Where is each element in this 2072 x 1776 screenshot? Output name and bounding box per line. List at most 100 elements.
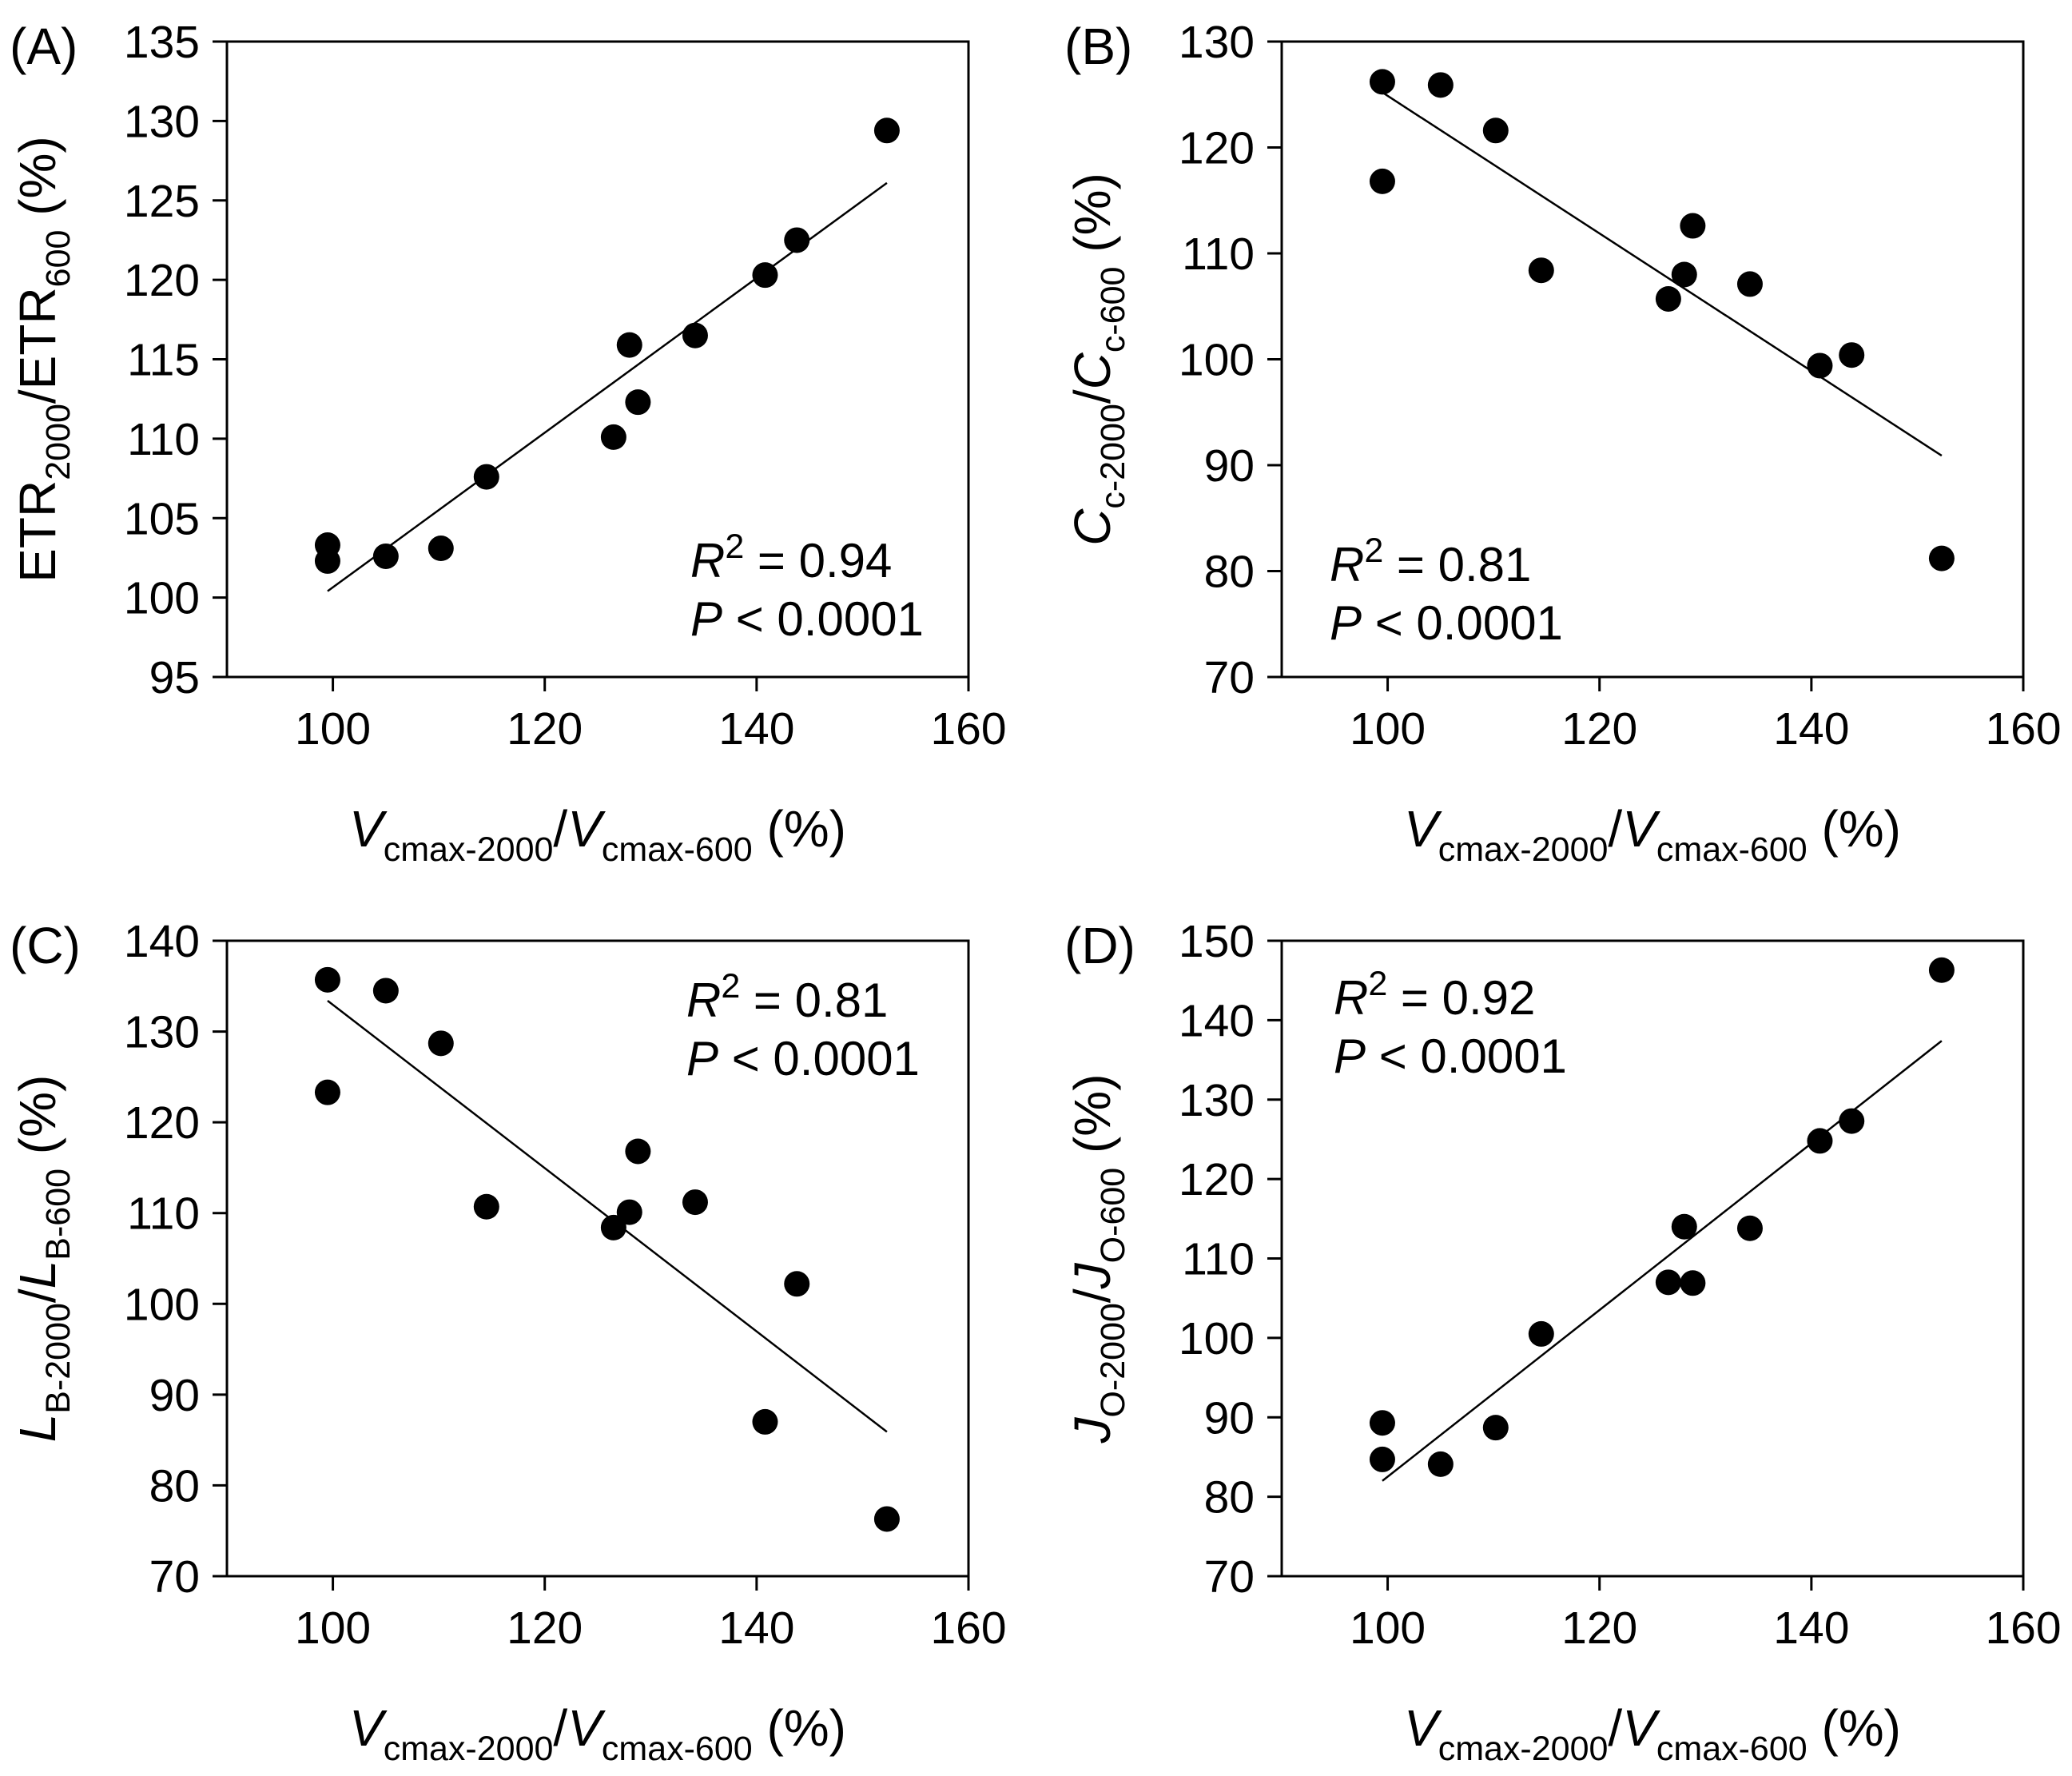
data-point (428, 1030, 454, 1057)
y-tick-label: 120 (1179, 123, 1255, 174)
data-point (752, 1408, 778, 1435)
panel-label: (D) (1064, 917, 1135, 974)
y-tick-label: 110 (127, 414, 200, 465)
panel-a: 100 120 140 160 95 100 105 110 115 120 125 130 135 (A… (9, 17, 1007, 869)
y-tick-label: 105 (124, 493, 200, 544)
data-point (314, 548, 340, 574)
data-point (682, 1189, 708, 1216)
data-point (1528, 1320, 1554, 1347)
data-point (1369, 1446, 1395, 1472)
y-tick-label: 100 (124, 573, 200, 624)
y-axis-label: ETR2000/ETR600 (%) (9, 136, 78, 583)
x-tick-label: 160 (930, 1603, 1006, 1654)
data-point (1369, 69, 1395, 95)
p-value-label: P < 0.0001 (1330, 596, 1563, 650)
data-point (1427, 1451, 1454, 1477)
x-tick-label: 120 (1561, 703, 1637, 755)
data-point (1482, 117, 1509, 144)
data-point (1928, 957, 1955, 983)
panel-label: (B) (1064, 18, 1132, 75)
regression-line (1382, 91, 1943, 457)
data-point (625, 1138, 651, 1165)
y-tick-label: 130 (1179, 1075, 1255, 1126)
y-tick-label: 80 (1204, 1472, 1255, 1523)
y-tick-label: 115 (127, 335, 200, 386)
data-point (1671, 261, 1697, 288)
data-point (784, 1271, 810, 1297)
regression-line (1382, 1040, 1943, 1482)
data-point (1807, 352, 1833, 379)
y-axis-label: JO-2000/JO-600 (%) (1064, 1073, 1132, 1443)
p-value-label: P < 0.0001 (1334, 1029, 1567, 1083)
y-tick-label: 80 (149, 1460, 200, 1511)
x-tick-label: 160 (1985, 1603, 2061, 1654)
y-tick-label: 70 (149, 1551, 200, 1603)
panel-label: (A) (10, 18, 78, 75)
y-tick-label: 100 (124, 1279, 200, 1330)
data-point (873, 1506, 900, 1532)
data-point (616, 1199, 642, 1225)
y-tick-label: 100 (1179, 1313, 1255, 1364)
y-tick-label: 90 (1204, 1392, 1255, 1443)
data-point (1427, 72, 1454, 98)
data-point (1807, 1128, 1833, 1154)
y-tick-label: 95 (149, 652, 200, 703)
data-point (784, 227, 810, 253)
y-tick-label: 110 (127, 1189, 200, 1240)
y-tick-label: 80 (1204, 547, 1255, 598)
y-tick-label: 100 (1179, 335, 1255, 386)
data-point (428, 536, 454, 562)
data-point (682, 322, 708, 348)
data-point (600, 424, 626, 450)
y-tick-label: 125 (124, 176, 200, 227)
y-tick-label: 70 (1204, 1551, 1255, 1603)
r-squared-label: R2 = 0.94 (690, 528, 892, 587)
regression-line (327, 999, 888, 1433)
data-point (1655, 285, 1681, 312)
panel-d: 100 120 140 160 70 80 90 100 110 120 130 140 150 (D) V… (1064, 916, 2062, 1768)
y-axis-label: LB-2000/LB-600 (%) (9, 1075, 78, 1443)
data-point (1369, 168, 1395, 194)
x-axis-label: Vcmax-2000/Vcmax-600 (%) (1404, 800, 1901, 869)
data-point (1482, 1415, 1509, 1441)
x-tick-label: 160 (1985, 703, 2061, 755)
data-point (1671, 1213, 1697, 1240)
data-point (752, 262, 778, 289)
data-point (473, 1193, 499, 1220)
r-squared-label: R2 = 0.92 (1334, 965, 1535, 1025)
data-point (314, 966, 340, 993)
plot-frame (225, 939, 970, 1578)
y-axis-label: Cc-2000/Cc-600 (%) (1064, 173, 1132, 546)
data-point (1928, 545, 1955, 571)
x-tick-label: 100 (1350, 1603, 1426, 1654)
p-value-label: P < 0.0001 (690, 592, 924, 646)
y-tick-label: 110 (1182, 1234, 1255, 1285)
x-tick-label: 140 (718, 1603, 794, 1654)
data-point (1680, 213, 1706, 239)
y-tick-label: 130 (1179, 17, 1255, 68)
data-point (600, 1214, 626, 1240)
y-tick-label: 150 (1179, 916, 1255, 967)
x-axis-label: Vcmax-2000/Vcmax-600 (%) (349, 800, 846, 869)
data-point (1680, 1270, 1706, 1296)
panel-b: 100 120 140 160 70 80 90 100 110 120 130 (B) Vcmax-2… (1064, 17, 2062, 869)
data-point (1736, 271, 1763, 297)
p-value-label: P < 0.0001 (686, 1032, 920, 1085)
data-point (625, 389, 651, 416)
x-axis-label: Vcmax-2000/Vcmax-600 (%) (349, 1699, 846, 1768)
data-point (616, 332, 642, 358)
x-tick-label: 160 (930, 703, 1006, 755)
data-point (372, 978, 399, 1004)
x-tick-label: 120 (507, 703, 583, 755)
data-point (1369, 1410, 1395, 1436)
y-tick-label: 120 (124, 255, 200, 306)
r-squared-label: R2 = 0.81 (686, 967, 888, 1027)
panel-label: (C) (10, 917, 81, 974)
data-point (1839, 342, 1865, 368)
x-tick-label: 120 (507, 1603, 583, 1654)
panel-c: 100 120 140 160 70 80 90 100 110 120 130 140 (C) Vcma… (9, 916, 1007, 1768)
x-tick-label: 120 (1561, 1603, 1637, 1654)
data-point (1736, 1215, 1763, 1241)
y-tick-label: 120 (1179, 1154, 1255, 1205)
